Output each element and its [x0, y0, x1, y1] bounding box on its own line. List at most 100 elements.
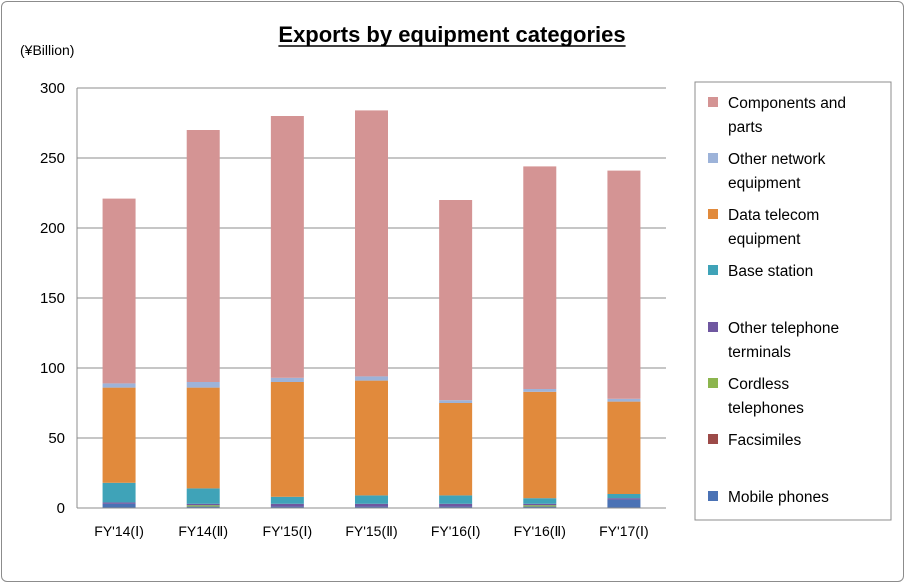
bar-segment — [439, 503, 473, 507]
bar-segment — [102, 503, 136, 508]
bar-segment — [523, 391, 557, 499]
legend-label: Other network — [728, 151, 826, 168]
chart-title: Exports by equipment categories — [278, 22, 625, 47]
legend-label: Facsimiles — [728, 432, 801, 449]
legend-label: Cordless — [728, 376, 789, 393]
bar-stack — [439, 200, 473, 508]
legend-swatch — [708, 434, 718, 444]
bar-segment — [186, 505, 220, 507]
legend-item: Mobile phones — [708, 489, 829, 506]
bar-segment — [607, 401, 641, 494]
y-axis-ticks: 0 50 100 150 200 250 300 — [40, 80, 65, 517]
bar-segment — [270, 506, 304, 508]
bar-segment — [186, 387, 220, 489]
legend-swatch — [708, 491, 718, 501]
x-tick-label: FY'17(Ⅰ) — [599, 523, 649, 539]
bar-segment — [523, 389, 557, 392]
y-tick-label: 200 — [40, 220, 65, 237]
bar-segment — [355, 380, 388, 496]
bar-segment — [355, 376, 388, 381]
bars — [102, 110, 641, 508]
legend-label: terminals — [728, 344, 791, 361]
legend-label: parts — [728, 119, 763, 136]
bar-segment — [523, 506, 557, 508]
bar-segment — [523, 498, 557, 504]
legend-label: Data telecom — [728, 207, 819, 224]
bar-segment — [270, 116, 304, 378]
bar-segment — [270, 503, 304, 507]
legend-label: equipment — [728, 175, 801, 192]
x-tick-label: FY'15(Ⅰ) — [263, 523, 313, 539]
bar-stack — [186, 130, 220, 508]
legend-item: Components and parts — [708, 95, 846, 136]
y-tick-label: 0 — [57, 500, 65, 517]
bar-stack — [607, 170, 641, 508]
legend-item: Other telephone terminals — [708, 320, 839, 361]
legend-box — [694, 81, 892, 521]
bar-segment — [439, 403, 473, 496]
y-tick-label: 300 — [40, 80, 65, 97]
legend: Components and parts Other network equipmen… — [708, 95, 846, 506]
legend-swatch — [708, 153, 718, 163]
y-tick-label: 150 — [40, 290, 65, 307]
legend-item: Other network equipment — [708, 151, 826, 192]
bar-stack — [523, 166, 557, 508]
x-tick-label: FY14(Ⅱ) — [178, 523, 228, 539]
legend-item: Base station — [708, 263, 813, 280]
bar-segment — [523, 166, 557, 389]
x-tick-label: FY'14(Ⅰ) — [94, 523, 144, 539]
legend-item: Cordless telephones — [708, 376, 804, 417]
legend-swatch — [708, 209, 718, 219]
bar-segment — [355, 503, 388, 507]
x-tick-label: FY'16(Ⅰ) — [431, 523, 481, 539]
legend-item: Data telecom equipment — [708, 207, 819, 248]
bar-segment — [102, 383, 136, 388]
legend-label: Mobile phones — [728, 489, 829, 506]
bar-segment — [523, 505, 557, 507]
bar-segment — [102, 482, 136, 503]
bar-segment — [607, 398, 641, 402]
bar-segment — [102, 502, 136, 504]
bar-stack — [270, 116, 304, 508]
bar-segment — [270, 377, 304, 382]
bar-segment — [439, 200, 473, 401]
bar-segment — [607, 498, 641, 500]
bar-segment — [102, 387, 136, 483]
bar-segment — [355, 110, 388, 377]
y-axis-unit-label: (¥Billion) — [20, 42, 74, 58]
bar-segment — [607, 170, 641, 399]
x-tick-label: FY'16(Ⅱ) — [514, 523, 566, 539]
bar-segment — [270, 496, 304, 504]
legend-label: telephones — [728, 400, 804, 417]
bar-segment — [439, 506, 473, 508]
bar-segment — [607, 499, 641, 508]
legend-item: Facsimiles — [708, 432, 801, 449]
bar-segment — [439, 400, 473, 403]
legend-label: Base station — [728, 263, 813, 280]
bar-segment — [186, 382, 220, 388]
legend-swatch — [708, 378, 718, 388]
legend-label: Other telephone — [728, 320, 839, 337]
legend-label: equipment — [728, 231, 801, 248]
legend-swatch — [708, 97, 718, 107]
bar-segment — [270, 382, 304, 497]
bar-segment — [186, 130, 220, 382]
x-tick-label: FY'15(Ⅱ) — [345, 523, 397, 539]
y-tick-label: 250 — [40, 150, 65, 167]
bar-segment — [355, 506, 388, 508]
bar-segment — [439, 495, 473, 504]
legend-label: Components and — [728, 95, 846, 112]
bar-stack — [102, 198, 136, 508]
bar-segment — [607, 494, 641, 499]
bar-segment — [186, 503, 220, 506]
bar-segment — [186, 488, 220, 504]
bar-stack — [355, 110, 388, 508]
y-tick-label: 100 — [40, 360, 65, 377]
bar-segment — [355, 495, 388, 504]
axes — [76, 88, 666, 509]
bar-segment — [186, 506, 220, 508]
x-axis-ticks: FY'14(Ⅰ) FY14(Ⅱ) FY'15(Ⅰ) FY'15(Ⅱ) FY'16(Ⅰ) F… — [94, 523, 648, 539]
bar-segment — [102, 198, 136, 384]
legend-swatch — [708, 265, 718, 275]
